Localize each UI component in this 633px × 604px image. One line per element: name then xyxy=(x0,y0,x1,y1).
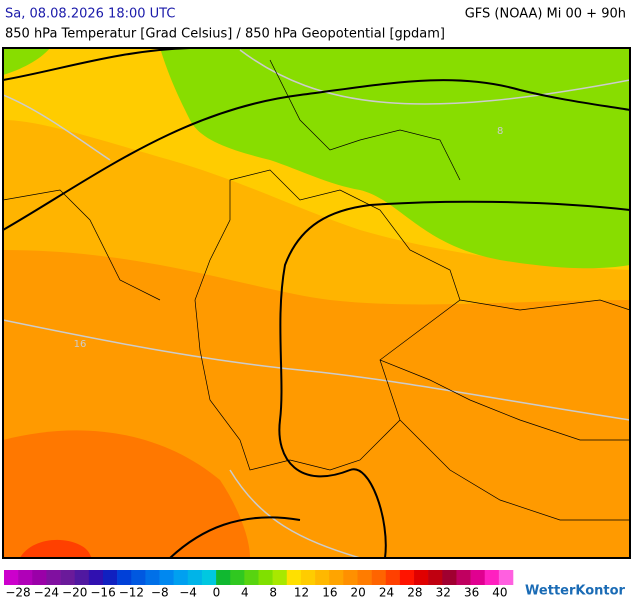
colorbar-swatch xyxy=(102,570,118,585)
colorbar-swatch xyxy=(428,570,443,585)
colorbar-swatch xyxy=(258,570,273,585)
colorbar-swatch xyxy=(442,570,457,585)
colorbar-swatch xyxy=(131,570,146,585)
colorbar-swatch xyxy=(159,570,174,585)
colorbar-label: 4 xyxy=(241,586,249,600)
colorbar-swatch xyxy=(201,570,217,585)
colorbar-swatch xyxy=(343,570,358,585)
colorbar-label: 20 xyxy=(351,586,366,600)
colorbar-swatch xyxy=(216,570,231,585)
colorbar-label: 16 xyxy=(322,586,337,600)
map-subtitle: 850 hPa Temperatur [Grad Celsius] / 850 … xyxy=(5,27,445,42)
colorbar-label: 32 xyxy=(436,586,451,600)
colorbar-swatch xyxy=(300,570,316,585)
colorbar-swatch xyxy=(18,570,33,585)
colorbar-swatch xyxy=(244,570,259,585)
colorbar-swatch xyxy=(88,570,104,585)
colorbar-swatch xyxy=(173,570,189,585)
colorbar-label: 24 xyxy=(379,586,394,600)
isotherm xyxy=(3,49,630,558)
colorbar-swatch xyxy=(187,570,203,585)
map-frame xyxy=(2,47,631,559)
colorbar-swatch xyxy=(60,570,75,585)
colorbar-swatch xyxy=(456,570,471,585)
colorbar-swatch xyxy=(4,570,19,585)
colorbar-label: 8 xyxy=(269,586,277,600)
colorbar-swatch xyxy=(117,570,132,585)
colorbar-swatch xyxy=(230,570,245,585)
model-run: GFS (NOAA) Mi 00 + 90h xyxy=(465,7,626,22)
colorbar-label: −20 xyxy=(62,586,87,600)
colorbar-label: −16 xyxy=(90,586,115,600)
colorbar-swatch xyxy=(74,570,90,585)
colorbar-label: −8 xyxy=(151,586,169,600)
map: 8 16 xyxy=(2,47,631,559)
forecast-time: Sa, 08.08.2026 18:00 UTC xyxy=(5,7,175,22)
colorbar-swatch xyxy=(414,570,429,585)
colorbar-label: 0 xyxy=(213,586,221,600)
colorbar: −28 −24 −20 −16 −12 −8 −4 0 4 8 12 16 20 24 28 32 36 40 xyxy=(4,570,514,600)
colorbar-swatch xyxy=(484,570,500,585)
colorbar-swatch xyxy=(399,570,415,585)
logo: WetterKontor xyxy=(525,584,626,599)
temp-field xyxy=(20,539,92,558)
colorbar-swatch xyxy=(145,570,160,585)
colorbar-swatch xyxy=(371,570,387,585)
colorbar-swatch xyxy=(357,570,372,585)
isotherm-label: 16 xyxy=(74,339,87,350)
temp-field xyxy=(3,48,50,75)
colorbar-label: −28 xyxy=(5,586,30,600)
temp-field xyxy=(3,430,250,558)
borders xyxy=(3,59,630,521)
geopotential-line xyxy=(3,48,630,558)
colorbar-swatch xyxy=(470,570,486,585)
colorbar-label: −12 xyxy=(119,586,144,600)
colorbar-swatch xyxy=(329,570,344,585)
colorbar-label: 36 xyxy=(464,586,479,600)
colorbar-swatch xyxy=(315,570,330,585)
colorbar-swatch xyxy=(286,570,302,585)
colorbar-swatch xyxy=(385,570,401,585)
colorbar-swatch xyxy=(498,570,514,585)
colorbar-label: −4 xyxy=(179,586,197,600)
colorbar-label: 40 xyxy=(492,586,507,600)
colorbar-swatch xyxy=(272,570,288,585)
isotherm-label: 8 xyxy=(497,126,503,137)
temp-field xyxy=(3,48,630,269)
colorbar-label: 28 xyxy=(407,586,422,600)
colorbar-label: 12 xyxy=(294,586,309,600)
colorbar-swatch xyxy=(32,570,47,585)
colorbar-label: −24 xyxy=(34,586,59,600)
colorbar-swatch xyxy=(46,570,61,585)
